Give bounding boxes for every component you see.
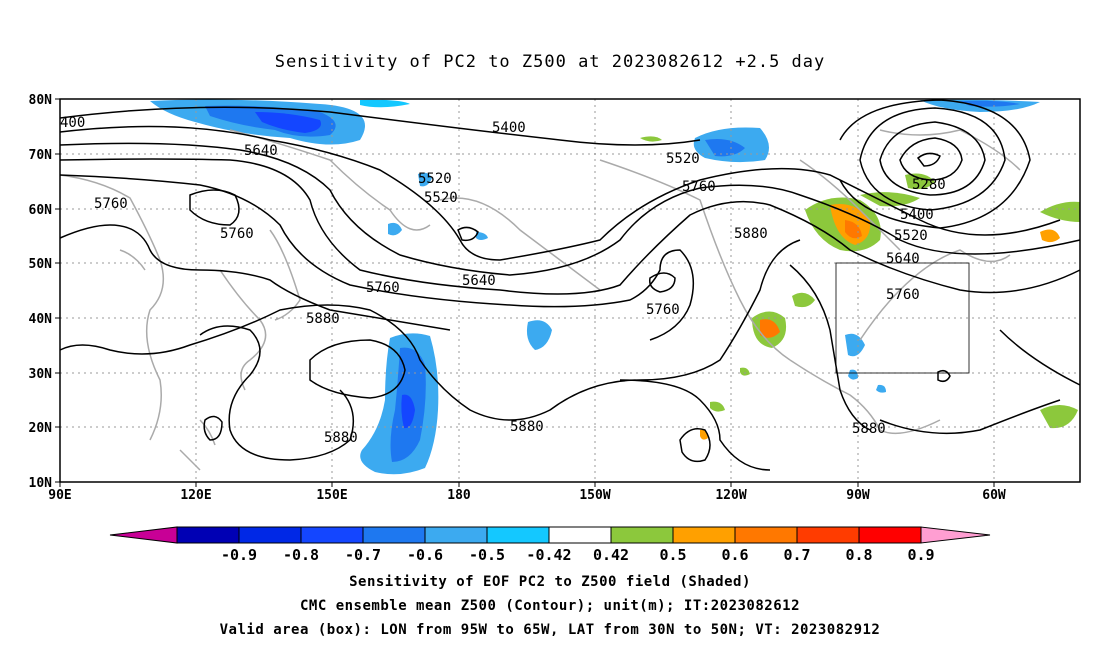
lon-label: 120E [180, 488, 211, 503]
colorbar-box [238, 526, 302, 544]
contour-label: 5400 [492, 120, 526, 136]
contour-label: 5880 [734, 226, 768, 242]
plot-area [60, 99, 1080, 482]
colorbar-label: 0.42 [593, 546, 629, 564]
lat-label: 40N [29, 312, 53, 327]
colorbar-label: -0.5 [469, 546, 505, 564]
footer-line-2: CMC ensemble mean Z500 (Contour); unit(m… [299, 598, 800, 614]
contour-label: 5880 [324, 430, 358, 446]
colorbar-box [672, 526, 736, 544]
sensitivity-shading [150, 99, 1080, 475]
colorbar-box [362, 526, 426, 544]
contour-label: 5520 [666, 151, 700, 167]
lat-label: 60N [29, 203, 53, 218]
valid-area-box [835, 262, 970, 374]
colorbar: -0.9 -0.8 -0.7 -0.6 -0.5 -0.42 0.42 0.5 0.6 0.7 0.… [109, 526, 991, 564]
lon-label: 120W [715, 488, 746, 503]
colorbar-box [176, 526, 240, 544]
contour-label: 5760 [886, 287, 920, 303]
colorbar-box [734, 526, 798, 544]
colorbar-label: -0.7 [345, 546, 381, 564]
contour-label: 5520 [894, 228, 928, 244]
colorbar-label: 0.6 [721, 546, 748, 564]
colorbar-label: 0.5 [659, 546, 686, 564]
lon-label: 90E [48, 488, 71, 503]
contour-label: 5880 [306, 311, 340, 327]
colorbar-low-end [109, 526, 178, 544]
axis-ticks [55, 98, 995, 487]
lat-label: 50N [29, 257, 53, 272]
z500-contours [59, 99, 1081, 471]
contour-label: 5520 [424, 190, 458, 206]
contour-label: 5640 [462, 273, 496, 289]
contour-label: 5760 [682, 179, 716, 195]
footer-line-1: Sensitivity of EOF PC2 to Z500 field (Sh… [349, 574, 751, 590]
contour-label: 5280 [912, 177, 946, 193]
colorbar-box [796, 526, 860, 544]
colorbar-label: 0.8 [845, 546, 872, 564]
map-title: Sensitivity of PC2 to Z500 at 2023082612… [274, 52, 826, 72]
lon-label: 150W [579, 488, 610, 503]
colorbar-box [610, 526, 674, 544]
colorbar-label: -0.9 [221, 546, 257, 564]
colorbar-label: 0.7 [783, 546, 810, 564]
lat-label: 10N [29, 476, 53, 491]
lat-label: 30N [29, 367, 53, 382]
colorbar-high-end [920, 526, 991, 544]
contour-label: 5640 [886, 251, 920, 267]
longitude-labels: 90E 120E 150E 180 150W 120W 90W 60W [48, 488, 1006, 503]
coastlines [59, 129, 1021, 471]
colorbar-box [424, 526, 488, 544]
contour-label: 5760 [220, 226, 254, 242]
colorbar-label: -0.6 [407, 546, 443, 564]
colorbar-labels: -0.9 -0.8 -0.7 -0.6 -0.5 -0.42 0.42 0.5 0.6 0.7 0.… [221, 546, 935, 564]
latitude-labels: 80N 70N 60N 50N 40N 30N 20N 10N [29, 93, 53, 491]
lon-label: 90W [846, 488, 870, 503]
contour-label: 5640 [244, 143, 278, 159]
colorbar-label: 0.9 [907, 546, 934, 564]
lat-label: 20N [29, 421, 53, 436]
colorbar-box [300, 526, 364, 544]
colorbar-box [548, 526, 612, 544]
contour-label: 5400 [900, 207, 934, 223]
contour-label: 5760 [94, 196, 128, 212]
lat-label: 70N [29, 148, 53, 163]
colorbar-boxes [176, 526, 922, 544]
lon-label: 60W [982, 488, 1006, 503]
colorbar-box [486, 526, 550, 544]
contour-label: 400 [60, 115, 85, 131]
lat-label: 80N [29, 93, 53, 108]
colorbar-label: -0.42 [526, 546, 571, 564]
contour-labels: 400 5400 5640 5520 5520 5520 5760 5280 5… [60, 115, 946, 446]
contour-label: 5880 [852, 421, 886, 437]
lon-label: 180 [447, 488, 471, 503]
contour-label: 5760 [646, 302, 680, 318]
contour-label: 5880 [510, 419, 544, 435]
contour-label: 5760 [366, 280, 400, 296]
footer-line-3: Valid area (box): LON from 95W to 65W, L… [219, 622, 881, 638]
lon-label: 150E [316, 488, 347, 503]
colorbar-label: -0.8 [283, 546, 319, 564]
contour-label: 5520 [418, 171, 452, 187]
plot-frame [59, 98, 1081, 483]
colorbar-box [858, 526, 922, 544]
